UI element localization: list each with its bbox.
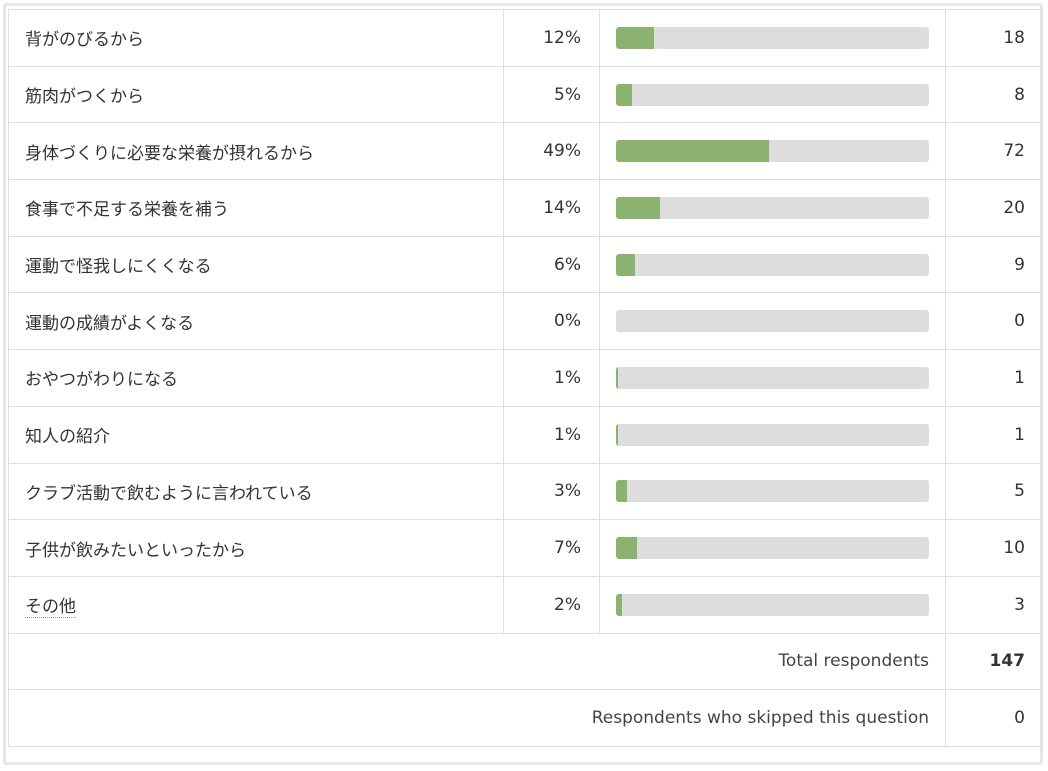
answer-label: クラブ活動で飲むように言われている: [25, 483, 313, 504]
answer-bar-track: [616, 140, 929, 163]
answer-bar-track: [616, 423, 929, 446]
answer-count: 20: [945, 179, 1042, 237]
answer-row: その他 2% 3: [8, 575, 1042, 634]
answer-label-cell: クラブ活動で飲むように言われている: [8, 462, 504, 521]
answer-percent: 0%: [503, 292, 600, 351]
answer-bar-cell: [599, 122, 946, 181]
answer-label-cell: 知人の紹介: [8, 405, 504, 464]
answer-row: 背がのびるから 12% 18: [8, 9, 1042, 67]
answer-percent: 1%: [503, 405, 600, 464]
answer-label: おやつがわりになる: [25, 370, 178, 391]
answer-count: 1: [945, 405, 1042, 464]
answer-label-cell: 運動の成績がよくなる: [8, 292, 504, 351]
answer-bar-cell: [599, 462, 946, 521]
answer-bar-track: [616, 310, 929, 333]
answer-bar-cell: [599, 9, 946, 67]
answer-row: クラブ活動で飲むように言われている 3% 5: [8, 462, 1042, 521]
answer-label-cell: おやつがわりになる: [8, 349, 504, 407]
answer-bar-cell: [599, 179, 946, 237]
answer-count: 18: [945, 9, 1042, 67]
answer-bar-fill: [616, 196, 660, 219]
answer-bar-track: [616, 26, 929, 49]
answer-percent: 6%: [503, 235, 600, 294]
answer-row: 運動で怪我しにくくなる 6% 9: [8, 235, 1042, 294]
answer-row: 子供が飲みたいといったから 7% 10: [8, 519, 1042, 577]
answer-bar-track: [616, 366, 929, 389]
answer-row: 食事で不足する栄養を補う 14% 20: [8, 179, 1042, 237]
answer-count: 10: [945, 519, 1042, 577]
skipped-respondents-row: Respondents who skipped this question 0: [8, 689, 1042, 747]
total-respondents-row: Total respondents 147: [8, 632, 1042, 691]
answer-label: 筋肉がつくから: [25, 87, 144, 108]
answer-percent: 1%: [503, 349, 600, 407]
answer-bar-track: [616, 253, 929, 276]
answer-percent: 14%: [503, 179, 600, 237]
answer-label: 食事で不足する栄養を補う: [25, 200, 229, 221]
results-table: 背がのびるから 12% 18 筋肉がつくから 5% 8 身体づくりに必要な栄養が摂れるから 4…: [8, 9, 1042, 747]
answer-bar-fill: [616, 537, 638, 560]
answer-count: 1: [945, 349, 1042, 407]
answer-bar-fill: [616, 253, 635, 276]
answer-count: 0: [945, 292, 1042, 351]
answer-count: 72: [945, 122, 1042, 181]
answer-row: 知人の紹介 1% 1: [8, 405, 1042, 464]
answer-label-cell: その他: [8, 575, 504, 634]
answer-bar-track: [616, 537, 929, 560]
answer-count: 5: [945, 462, 1042, 521]
answer-bar-track: [616, 83, 929, 106]
results-body: 背がのびるから 12% 18 筋肉がつくから 5% 8 身体づくりに必要な栄養が摂れるから 4…: [8, 9, 1042, 634]
answer-label[interactable]: その他: [25, 597, 76, 619]
answer-row: 運動の成績がよくなる 0% 0: [8, 292, 1042, 351]
answer-label-cell: 背がのびるから: [8, 9, 504, 67]
total-respondents-label: Total respondents: [8, 632, 946, 691]
answer-percent: 2%: [503, 575, 600, 634]
answer-bar-cell: [599, 575, 946, 634]
answer-label-cell: 筋肉がつくから: [8, 65, 504, 124]
answer-count: 8: [945, 65, 1042, 124]
skipped-respondents-label: Respondents who skipped this question: [8, 689, 946, 747]
answer-percent: 3%: [503, 462, 600, 521]
answer-bar-cell: [599, 349, 946, 407]
answer-label-cell: 食事で不足する栄養を補う: [8, 179, 504, 237]
answer-bar-fill: [616, 140, 770, 163]
summary-body: Total respondents 147 Respondents who sk…: [8, 632, 1042, 747]
answer-label: 運動で怪我しにくくなる: [25, 257, 212, 278]
answer-bar-cell: [599, 519, 946, 577]
answer-percent: 5%: [503, 65, 600, 124]
answer-bar-fill: [616, 480, 627, 503]
answer-label: 子供が飲みたいといったから: [25, 540, 246, 561]
answer-count: 9: [945, 235, 1042, 294]
answer-label-cell: 運動で怪我しにくくなる: [8, 235, 504, 294]
answer-bar-fill: [616, 593, 623, 616]
skipped-respondents-value: 0: [945, 689, 1042, 747]
answer-bar-cell: [599, 292, 946, 351]
answer-percent: 49%: [503, 122, 600, 181]
answer-label-cell: 子供が飲みたいといったから: [8, 519, 504, 577]
answer-bar-track: [616, 593, 929, 616]
answer-label-cell: 身体づくりに必要な栄養が摂れるから: [8, 122, 504, 181]
answer-label: 知人の紹介: [25, 427, 110, 448]
answer-bar-cell: [599, 235, 946, 294]
answer-count: 3: [945, 575, 1042, 634]
answer-bar-fill: [616, 83, 632, 106]
answer-row: 身体づくりに必要な栄養が摂れるから 49% 72: [8, 122, 1042, 181]
answer-label: 背がのびるから: [25, 30, 144, 51]
answer-bar-cell: [599, 405, 946, 464]
answer-row: 筋肉がつくから 5% 8: [8, 65, 1042, 124]
answer-bar-cell: [599, 65, 946, 124]
answer-row: おやつがわりになる 1% 1: [8, 349, 1042, 407]
answer-percent: 12%: [503, 9, 600, 67]
answer-bar-fill: [616, 26, 654, 49]
answer-bar-fill: [616, 366, 619, 389]
answer-bar-fill: [616, 423, 619, 446]
answer-bar-track: [616, 196, 929, 219]
answer-label: 身体づくりに必要な栄養が摂れるから: [25, 143, 314, 164]
answer-label: 運動の成績がよくなる: [25, 313, 195, 334]
answer-percent: 7%: [503, 519, 600, 577]
answer-bar-track: [616, 480, 929, 503]
total-respondents-value: 147: [945, 632, 1042, 691]
